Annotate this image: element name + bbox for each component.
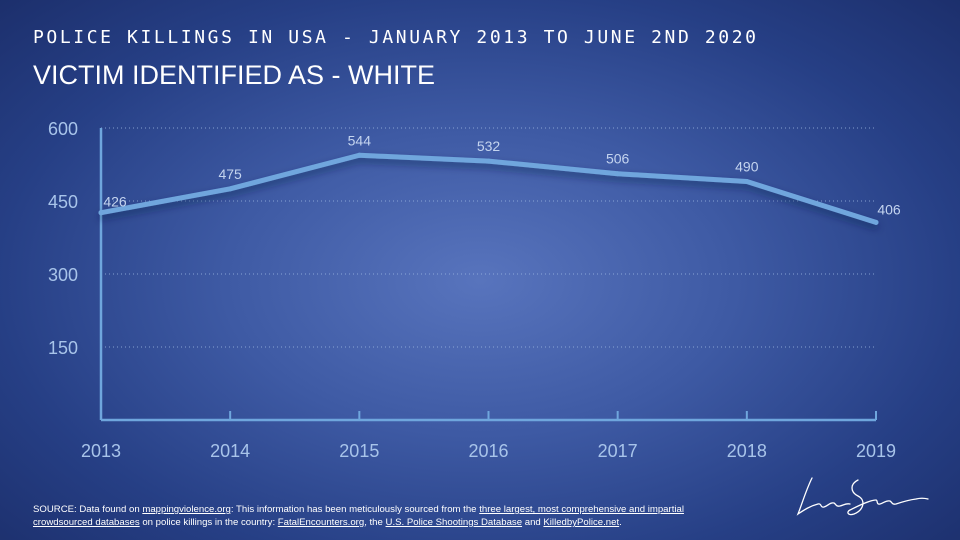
y-tick-label: 450 <box>48 192 78 212</box>
x-tick-label: 2013 <box>81 441 121 461</box>
source-link-databases[interactable]: three largest, most comprehensive and im… <box>33 504 684 528</box>
data-label: 426 <box>103 194 127 210</box>
data-label: 490 <box>735 159 759 175</box>
x-tick-label: 2014 <box>210 441 250 461</box>
y-tick-label: 600 <box>48 119 78 139</box>
line-chart: 150 300 450 600 2013 2014 2015 2016 2017 2018 2019… <box>48 119 901 461</box>
source-link-mappingviolence[interactable]: mappingviolence.org <box>142 504 231 515</box>
y-tick-label: 300 <box>48 265 78 285</box>
source-text-6: . <box>619 517 622 528</box>
source-note: SOURCE: Data found on mappingviolence.or… <box>33 503 733 529</box>
data-point <box>873 219 879 225</box>
data-point <box>227 186 233 192</box>
data-label: 475 <box>218 166 242 182</box>
series-line <box>98 152 879 225</box>
x-tick-label: 2015 <box>339 441 379 461</box>
data-point <box>486 158 491 164</box>
data-point <box>98 210 104 216</box>
source-text-4: , the <box>364 517 386 528</box>
source-link-killedbypolice[interactable]: KilledbyPolice.net <box>543 517 620 528</box>
data-label: 406 <box>877 201 901 217</box>
chart-supertitle: POLICE KILLINGS IN USA - JANUARY 2013 TO… <box>33 27 759 48</box>
x-tick-label: 2018 <box>727 441 767 461</box>
source-text-5: and <box>522 517 544 528</box>
source-link-police-shootings-db[interactable]: U.S. Police Shootings Database <box>385 517 523 528</box>
data-label: 506 <box>606 151 630 167</box>
data-point <box>615 171 621 177</box>
data-point <box>356 152 362 158</box>
x-tick-label: 2017 <box>598 441 638 461</box>
data-label: 544 <box>348 132 372 148</box>
source-text-3: on police killings in the country: <box>139 517 278 528</box>
data-point <box>744 179 750 185</box>
source-link-fatalencounters[interactable]: FatalEncounters.org <box>277 517 365 528</box>
x-tick-label: 2016 <box>468 441 508 461</box>
data-label: 532 <box>477 138 501 154</box>
signature-stroke-1 <box>796 477 851 516</box>
source-text-1: SOURCE: Data found on <box>33 504 143 515</box>
source-text-2: : This information has been meticulously… <box>230 504 480 515</box>
x-tick-label: 2019 <box>856 441 896 461</box>
signature-stroke-2 <box>847 479 929 516</box>
chart-title: VICTIM IDENTIFIED AS - WHITE <box>33 60 436 90</box>
author-signature <box>796 477 929 516</box>
y-tick-label: 150 <box>48 338 78 358</box>
